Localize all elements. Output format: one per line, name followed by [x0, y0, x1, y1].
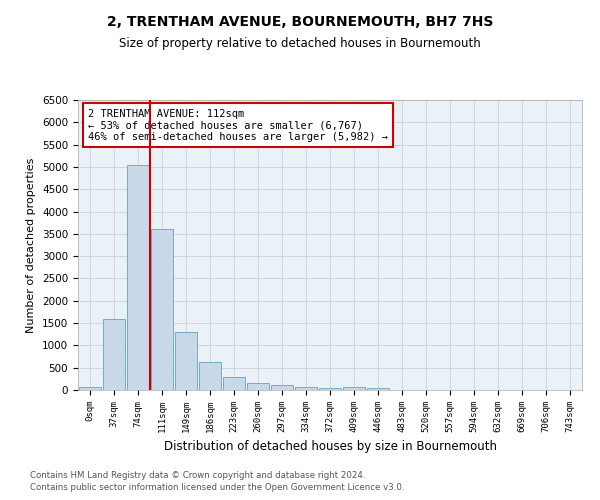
Bar — [79, 386, 101, 390]
Bar — [271, 384, 293, 390]
Bar — [343, 388, 365, 390]
Bar — [175, 332, 197, 390]
Bar — [223, 377, 245, 390]
X-axis label: Distribution of detached houses by size in Bournemouth: Distribution of detached houses by size … — [163, 440, 497, 454]
Bar — [103, 318, 125, 390]
Bar — [295, 386, 317, 390]
Bar — [127, 164, 149, 390]
Bar — [199, 362, 221, 390]
Bar — [367, 388, 389, 390]
Text: Contains public sector information licensed under the Open Government Licence v3: Contains public sector information licen… — [30, 484, 404, 492]
Y-axis label: Number of detached properties: Number of detached properties — [26, 158, 37, 332]
Text: 2 TRENTHAM AVENUE: 112sqm
← 53% of detached houses are smaller (6,767)
46% of se: 2 TRENTHAM AVENUE: 112sqm ← 53% of detac… — [88, 108, 388, 142]
Text: 2, TRENTHAM AVENUE, BOURNEMOUTH, BH7 7HS: 2, TRENTHAM AVENUE, BOURNEMOUTH, BH7 7HS — [107, 15, 493, 29]
Bar — [319, 388, 341, 390]
Text: Size of property relative to detached houses in Bournemouth: Size of property relative to detached ho… — [119, 38, 481, 51]
Bar — [151, 230, 173, 390]
Bar — [247, 383, 269, 390]
Text: Contains HM Land Registry data © Crown copyright and database right 2024.: Contains HM Land Registry data © Crown c… — [30, 471, 365, 480]
